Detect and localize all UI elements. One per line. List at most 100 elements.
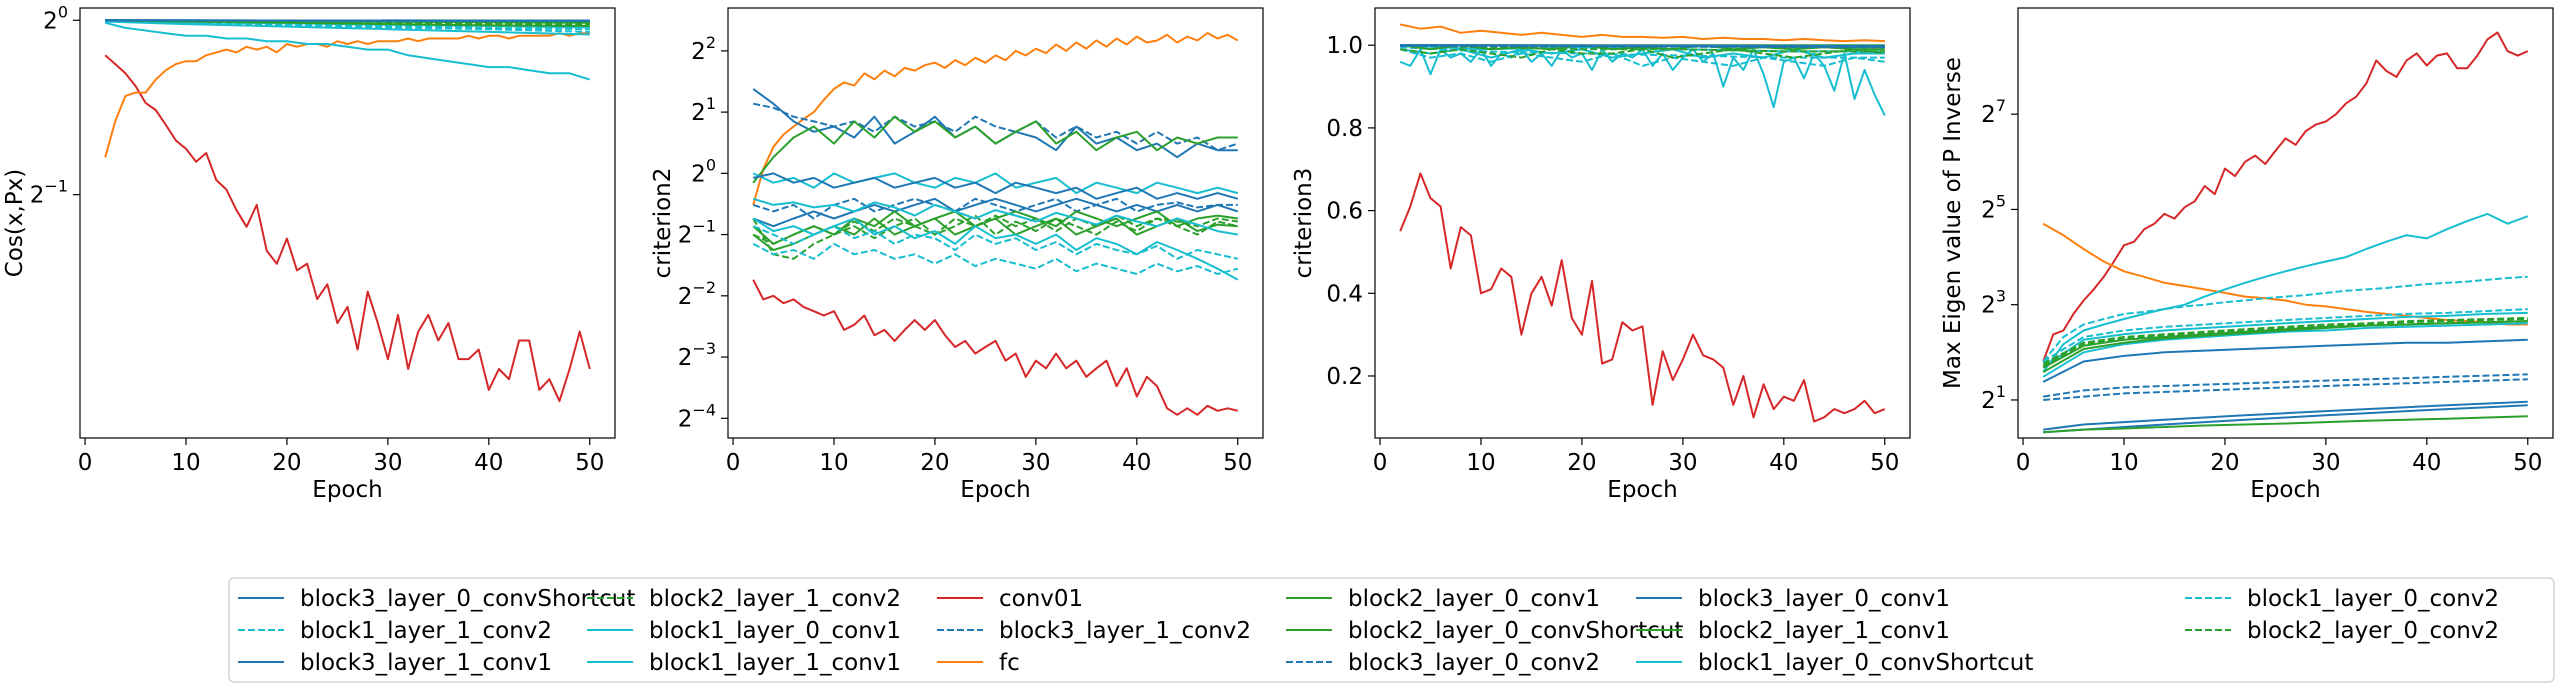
axes-frame (1374, 7, 1911, 439)
legend-label: block1_layer_0_conv2 (2247, 586, 2499, 612)
legend-label: block1_layer_1_conv2 (300, 618, 552, 644)
legend-label: block2_layer_1_conv2 (649, 586, 901, 612)
x-tick-label: 0 (78, 450, 93, 476)
x-tick-label: 50 (575, 450, 604, 476)
x-tick-label: 10 (819, 450, 848, 476)
series-line-block2_layer_0_convShortcut (752, 115, 1238, 184)
y-axis-label: criterion3 (1291, 168, 1317, 279)
legend-label: block3_layer_0_conv1 (1698, 586, 1950, 612)
legend-item: block1_layer_0_conv1 (587, 618, 901, 644)
series-line-block1_layer_0_conv2 (752, 242, 1239, 275)
legend-label: fc (999, 650, 1020, 676)
y-tick-label: 27 (1981, 96, 2006, 128)
axes-frame (79, 7, 616, 439)
x-tick-label: 0 (1373, 450, 1388, 476)
series-group (752, 32, 1239, 416)
series-line-block1_layer_1_conv2 (105, 20, 590, 33)
y-tick-label: 20 (43, 2, 68, 34)
axes-frame (2017, 7, 2554, 439)
y-tick-label: 2−1 (30, 177, 68, 209)
y-tick-label: 0.2 (1326, 364, 1363, 390)
y-tick-label: 21 (1981, 382, 2006, 414)
series-line-block1_layer_0_conv1 (2042, 311, 2528, 369)
series-line-block3_layer_1_conv2 (105, 19, 590, 22)
legend-label: block1_layer_1_conv1 (649, 650, 901, 676)
y-tick-label: 2−1 (678, 217, 716, 249)
series-line-block1_layer_1_conv2 (2042, 275, 2528, 363)
legend-item: block3_layer_1_conv2 (937, 618, 1251, 644)
x-tick-label: 40 (1769, 450, 1798, 476)
legend-label: block2_layer_0_conv1 (1348, 586, 1600, 612)
series-line-conv01 (2042, 31, 2529, 362)
series-group (2042, 31, 2529, 434)
y-tick-label: 0.4 (1326, 281, 1363, 307)
series-line-block1_layer_0_convShortcut (104, 21, 591, 81)
x-tick-label: 50 (2513, 450, 2542, 476)
y-axis-label: criterion2 (650, 168, 676, 279)
legend-label: block2_layer_0_conv2 (2247, 618, 2499, 644)
legend-item: block2_layer_0_conv2 (2185, 618, 2499, 644)
subplot-2: 0 10 20 30 40 50 Epoch 22 21 20 2−1 2−2 2−3 2−4 criter… (650, 7, 1264, 503)
series-group (104, 19, 591, 403)
y-tick-label: 0.6 (1326, 199, 1363, 225)
series-group (1399, 23, 1886, 423)
series-line-block1_layer_0_convShortcut (752, 197, 1238, 236)
series-line-fc (2042, 222, 2528, 326)
y-axis-label: Max Eigen value of P Inverse (1940, 57, 1966, 389)
x-tick-label: 40 (1122, 450, 1151, 476)
legend-label: block2_layer_1_conv1 (1698, 618, 1950, 644)
x-axis-label: Epoch (960, 477, 1030, 503)
legend-label: conv01 (999, 586, 1083, 612)
y-tick-label: 1.0 (1326, 33, 1363, 59)
legend-label: block3_layer_1_conv1 (300, 650, 552, 676)
series-line-block1_layer_0_conv1 (105, 20, 590, 36)
x-tick-label: 20 (920, 450, 949, 476)
legend-item: block3_layer_0_conv2 (1286, 650, 1600, 676)
x-tick-label: 30 (373, 450, 402, 476)
x-tick-label: 20 (2210, 450, 2239, 476)
legend-item: fc (937, 650, 1020, 676)
series-line-block3_layer_1_conv2 (753, 102, 1239, 152)
x-tick-label: 30 (1668, 450, 1697, 476)
axes-frame (727, 7, 1264, 439)
y-tick-label: 2−2 (678, 278, 716, 310)
x-axis-label: Epoch (1607, 477, 1677, 503)
series-line-block3_layer_1_conv1 (752, 172, 1239, 200)
legend-item: block3_layer_0_convShortcut (238, 586, 635, 612)
y-tick-label: 21 (691, 94, 716, 126)
x-tick-label: 50 (1223, 450, 1252, 476)
series-line-fc (104, 32, 590, 158)
legend-item: block1_layer_1_conv1 (587, 650, 901, 676)
y-tick-label: 2−4 (678, 400, 716, 432)
series-line-block2_layer_1_conv1 (2043, 415, 2528, 434)
legend-item: block3_layer_1_conv1 (238, 650, 552, 676)
series-line-block3_layer_1_conv1 (2043, 404, 2528, 434)
series-line-block1_layer_1_conv1 (2042, 322, 2528, 378)
legend-item: block3_layer_0_conv1 (1636, 586, 1950, 612)
x-axis-label: Epoch (312, 477, 382, 503)
series-line-fc (752, 32, 1239, 206)
legend-frame (228, 577, 2555, 683)
y-tick-label: 2−3 (678, 339, 716, 371)
x-tick-label: 20 (1567, 450, 1596, 476)
x-tick-label: 10 (1466, 450, 1495, 476)
series-line-block1_layer_0_conv1 (752, 172, 1239, 195)
x-tick-label: 0 (726, 450, 741, 476)
subplot-4: 0 10 20 30 40 50 Epoch 27 25 23 21 Max Eigen value … (1940, 7, 2554, 503)
legend-item: block1_layer_0_convShortcut (1636, 650, 2033, 676)
legend-item: block2_layer_0_conv1 (1286, 586, 1600, 612)
series-line-block1_layer_1_conv2 (752, 225, 1239, 260)
legend-label: block3_layer_1_conv2 (999, 618, 1251, 644)
legend-item: block1_layer_1_conv2 (238, 618, 552, 644)
x-tick-label: 40 (474, 450, 503, 476)
y-tick-label: 25 (1981, 191, 2006, 223)
x-tick-label: 30 (2311, 450, 2340, 476)
legend-item: block2_layer_1_conv1 (1636, 618, 1950, 644)
x-tick-label: 0 (2016, 450, 2031, 476)
x-tick-label: 10 (171, 450, 200, 476)
series-line-block3_layer_1_conv2 (2043, 378, 2528, 401)
legend-label: block3_layer_0_convShortcut (300, 586, 635, 612)
